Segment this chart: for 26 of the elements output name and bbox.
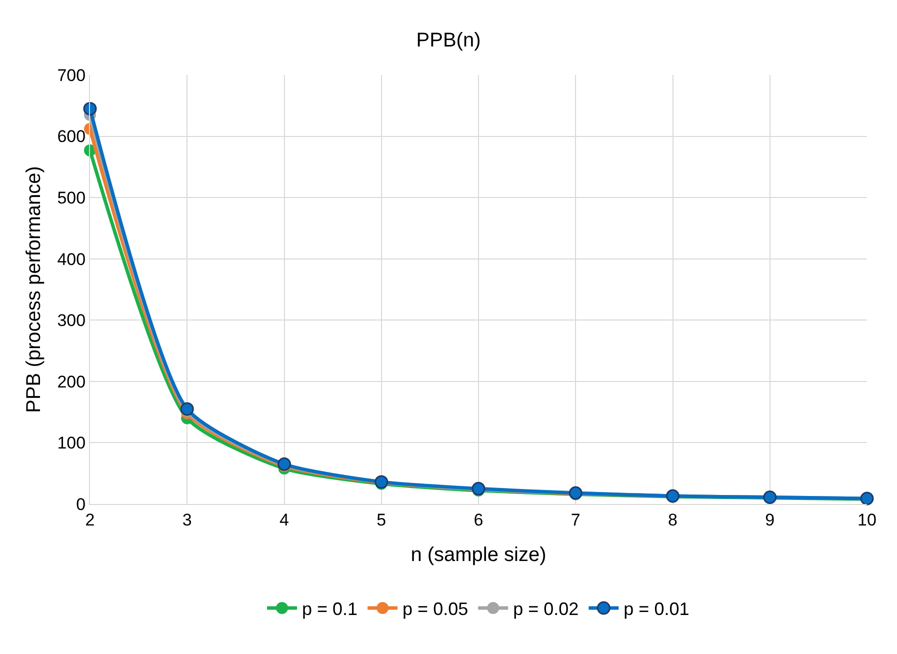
- y-tick-label: 600: [57, 127, 86, 146]
- x-tick-label: 10: [858, 510, 876, 530]
- y-tick-label: 0: [76, 494, 86, 514]
- y-tick-label: 500: [57, 188, 86, 208]
- legend-label: p = 0.01: [624, 599, 690, 620]
- x-tick-label: 4: [280, 510, 289, 530]
- y-tick-label: 200: [57, 372, 86, 392]
- x-tick-label: 3: [182, 510, 192, 530]
- x-tick-label: 9: [765, 510, 775, 530]
- x-tick-label: 8: [668, 510, 678, 530]
- y-tick-label: 400: [57, 250, 86, 269]
- y-tick-label: 700: [57, 66, 86, 85]
- legend-label: p = 0.02: [513, 599, 579, 620]
- point: [83, 102, 97, 116]
- legend-label: p = 0.1: [302, 599, 358, 620]
- legend-label: p = 0.05: [402, 599, 468, 620]
- y-axis-title: PPB (process performance): [23, 166, 45, 413]
- x-tick-label: 7: [570, 510, 580, 530]
- x-tick-label: 6: [474, 510, 484, 530]
- chart-title: PPB(n): [416, 30, 481, 52]
- point: [180, 402, 194, 416]
- x-tick-label: 5: [376, 510, 386, 530]
- y-tick-label: 100: [57, 434, 86, 453]
- y-tick-label: 300: [57, 311, 86, 330]
- x-axis-title: n (sample size): [410, 544, 546, 566]
- x-tick-label: 2: [85, 510, 95, 530]
